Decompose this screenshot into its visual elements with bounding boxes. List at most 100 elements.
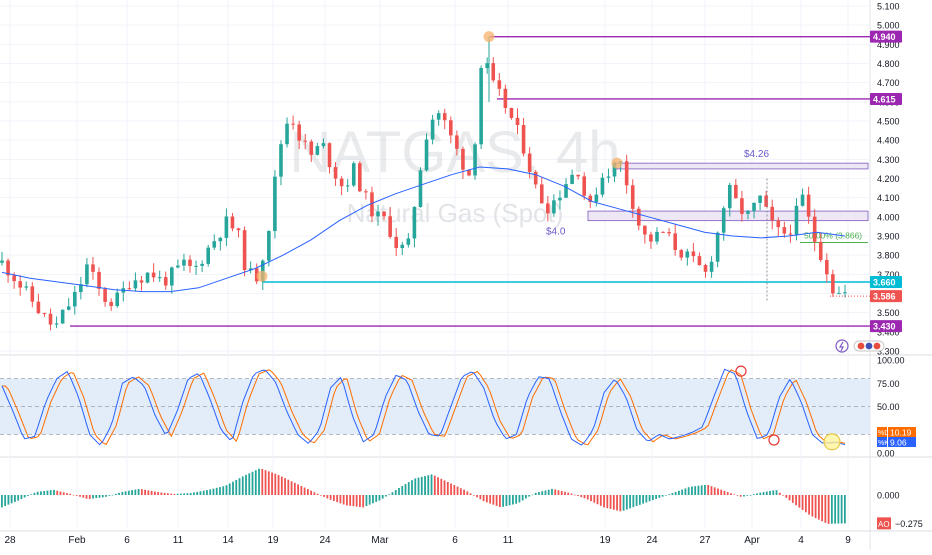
- candle-body[interactable]: [430, 119, 435, 140]
- candle-body[interactable]: [643, 225, 647, 235]
- candle-body[interactable]: [139, 280, 144, 283]
- candle-body[interactable]: [242, 230, 247, 271]
- candle-body[interactable]: [594, 194, 599, 202]
- candle-body[interactable]: [200, 263, 204, 266]
- candle-body[interactable]: [473, 144, 477, 176]
- candle-body[interactable]: [212, 241, 217, 248]
- candle-body[interactable]: [746, 211, 750, 214]
- stochastic-marker[interactable]: [735, 365, 747, 377]
- candle-body[interactable]: [600, 177, 605, 195]
- candle-body[interactable]: [327, 143, 332, 168]
- stochastic-panel[interactable]: [0, 365, 870, 451]
- lightning-icon[interactable]: [835, 339, 849, 353]
- candle-body[interactable]: [436, 113, 441, 120]
- candle-body[interactable]: [24, 286, 29, 288]
- candle-body[interactable]: [467, 169, 471, 176]
- candle-body[interactable]: [764, 195, 768, 207]
- candle-body[interactable]: [685, 251, 690, 258]
- candle-body[interactable]: [358, 163, 362, 192]
- candle-body[interactable]: [758, 195, 762, 203]
- candle-body[interactable]: [273, 176, 277, 231]
- candle-body[interactable]: [588, 195, 593, 202]
- candle-body[interactable]: [163, 277, 168, 286]
- candle-body[interactable]: [236, 228, 241, 231]
- candle-body[interactable]: [612, 163, 617, 177]
- candle-body[interactable]: [0, 260, 4, 263]
- stochastic-d-line[interactable]: [2, 369, 846, 446]
- candle-body[interactable]: [831, 274, 835, 294]
- candle-body[interactable]: [455, 135, 459, 149]
- candle-body[interactable]: [115, 292, 120, 307]
- candle-body[interactable]: [72, 291, 77, 307]
- candle-body[interactable]: [382, 211, 386, 217]
- candle-body[interactable]: [127, 288, 132, 290]
- candle-body[interactable]: [503, 88, 508, 108]
- stochastic-k-line[interactable]: [1, 368, 846, 446]
- candle-body[interactable]: [691, 251, 696, 257]
- candle-body[interactable]: [388, 216, 392, 237]
- candle-body[interactable]: [485, 63, 489, 69]
- candle-body[interactable]: [558, 197, 562, 201]
- candle-body[interactable]: [66, 306, 71, 310]
- candle-body[interactable]: [843, 292, 847, 294]
- candle-body[interactable]: [400, 244, 405, 249]
- candle-body[interactable]: [91, 264, 95, 272]
- support-zone[interactable]: [614, 162, 869, 170]
- candle-body[interactable]: [182, 259, 186, 266]
- candle-body[interactable]: [825, 259, 829, 275]
- pivot-marker[interactable]: [611, 157, 623, 169]
- candle-body[interactable]: [788, 233, 793, 235]
- candle-body[interactable]: [42, 313, 47, 315]
- candle-body[interactable]: [721, 208, 726, 233]
- candle-body[interactable]: [157, 277, 162, 279]
- candle-body[interactable]: [727, 184, 732, 209]
- candle-body[interactable]: [303, 140, 308, 142]
- candle-body[interactable]: [461, 148, 465, 170]
- candle-body[interactable]: [194, 265, 198, 267]
- candle-body[interactable]: [230, 216, 235, 229]
- stochastic-marker[interactable]: [823, 433, 841, 451]
- candle-body[interactable]: [291, 123, 295, 125]
- candle-body[interactable]: [30, 286, 35, 302]
- candle-body[interactable]: [837, 293, 841, 295]
- candle-body[interactable]: [715, 232, 720, 262]
- candle-body[interactable]: [673, 233, 677, 251]
- candle-body[interactable]: [170, 267, 174, 286]
- candle-body[interactable]: [818, 241, 823, 260]
- candle-body[interactable]: [79, 284, 83, 292]
- pivot-marker[interactable]: [256, 270, 268, 282]
- candle-body[interactable]: [709, 261, 714, 272]
- candle-body[interactable]: [85, 264, 89, 285]
- candle-body[interactable]: [376, 211, 380, 217]
- awesome-oscillator-panel[interactable]: [1, 468, 846, 524]
- candle-body[interactable]: [394, 236, 399, 249]
- candle-body[interactable]: [606, 176, 611, 178]
- candle-body[interactable]: [448, 120, 453, 136]
- moving-average-line[interactable]: [1, 166, 846, 293]
- candle-body[interactable]: [133, 280, 138, 289]
- candle-body[interactable]: [345, 185, 350, 187]
- candle-body[interactable]: [12, 275, 16, 282]
- candle-body[interactable]: [188, 259, 192, 266]
- candle-body[interactable]: [734, 184, 738, 199]
- candle-body[interactable]: [351, 163, 356, 186]
- candle-body[interactable]: [582, 176, 587, 196]
- candle-body[interactable]: [509, 107, 514, 118]
- candle-body[interactable]: [309, 141, 314, 155]
- candle-body[interactable]: [412, 206, 417, 239]
- candle-body[interactable]: [491, 63, 496, 81]
- candle-body[interactable]: [552, 200, 556, 214]
- candle-body[interactable]: [206, 247, 211, 264]
- candle-body[interactable]: [776, 220, 781, 228]
- candle-body[interactable]: [533, 171, 538, 185]
- candle-body[interactable]: [564, 184, 568, 198]
- candle-body[interactable]: [151, 272, 156, 278]
- candle-body[interactable]: [321, 143, 326, 147]
- candle-body[interactable]: [636, 208, 641, 226]
- candle-body[interactable]: [176, 265, 180, 268]
- candle-body[interactable]: [406, 238, 411, 245]
- candle-body[interactable]: [418, 170, 423, 207]
- candle-body[interactable]: [18, 281, 22, 288]
- candle-body[interactable]: [655, 231, 659, 242]
- candle-body[interactable]: [103, 288, 107, 302]
